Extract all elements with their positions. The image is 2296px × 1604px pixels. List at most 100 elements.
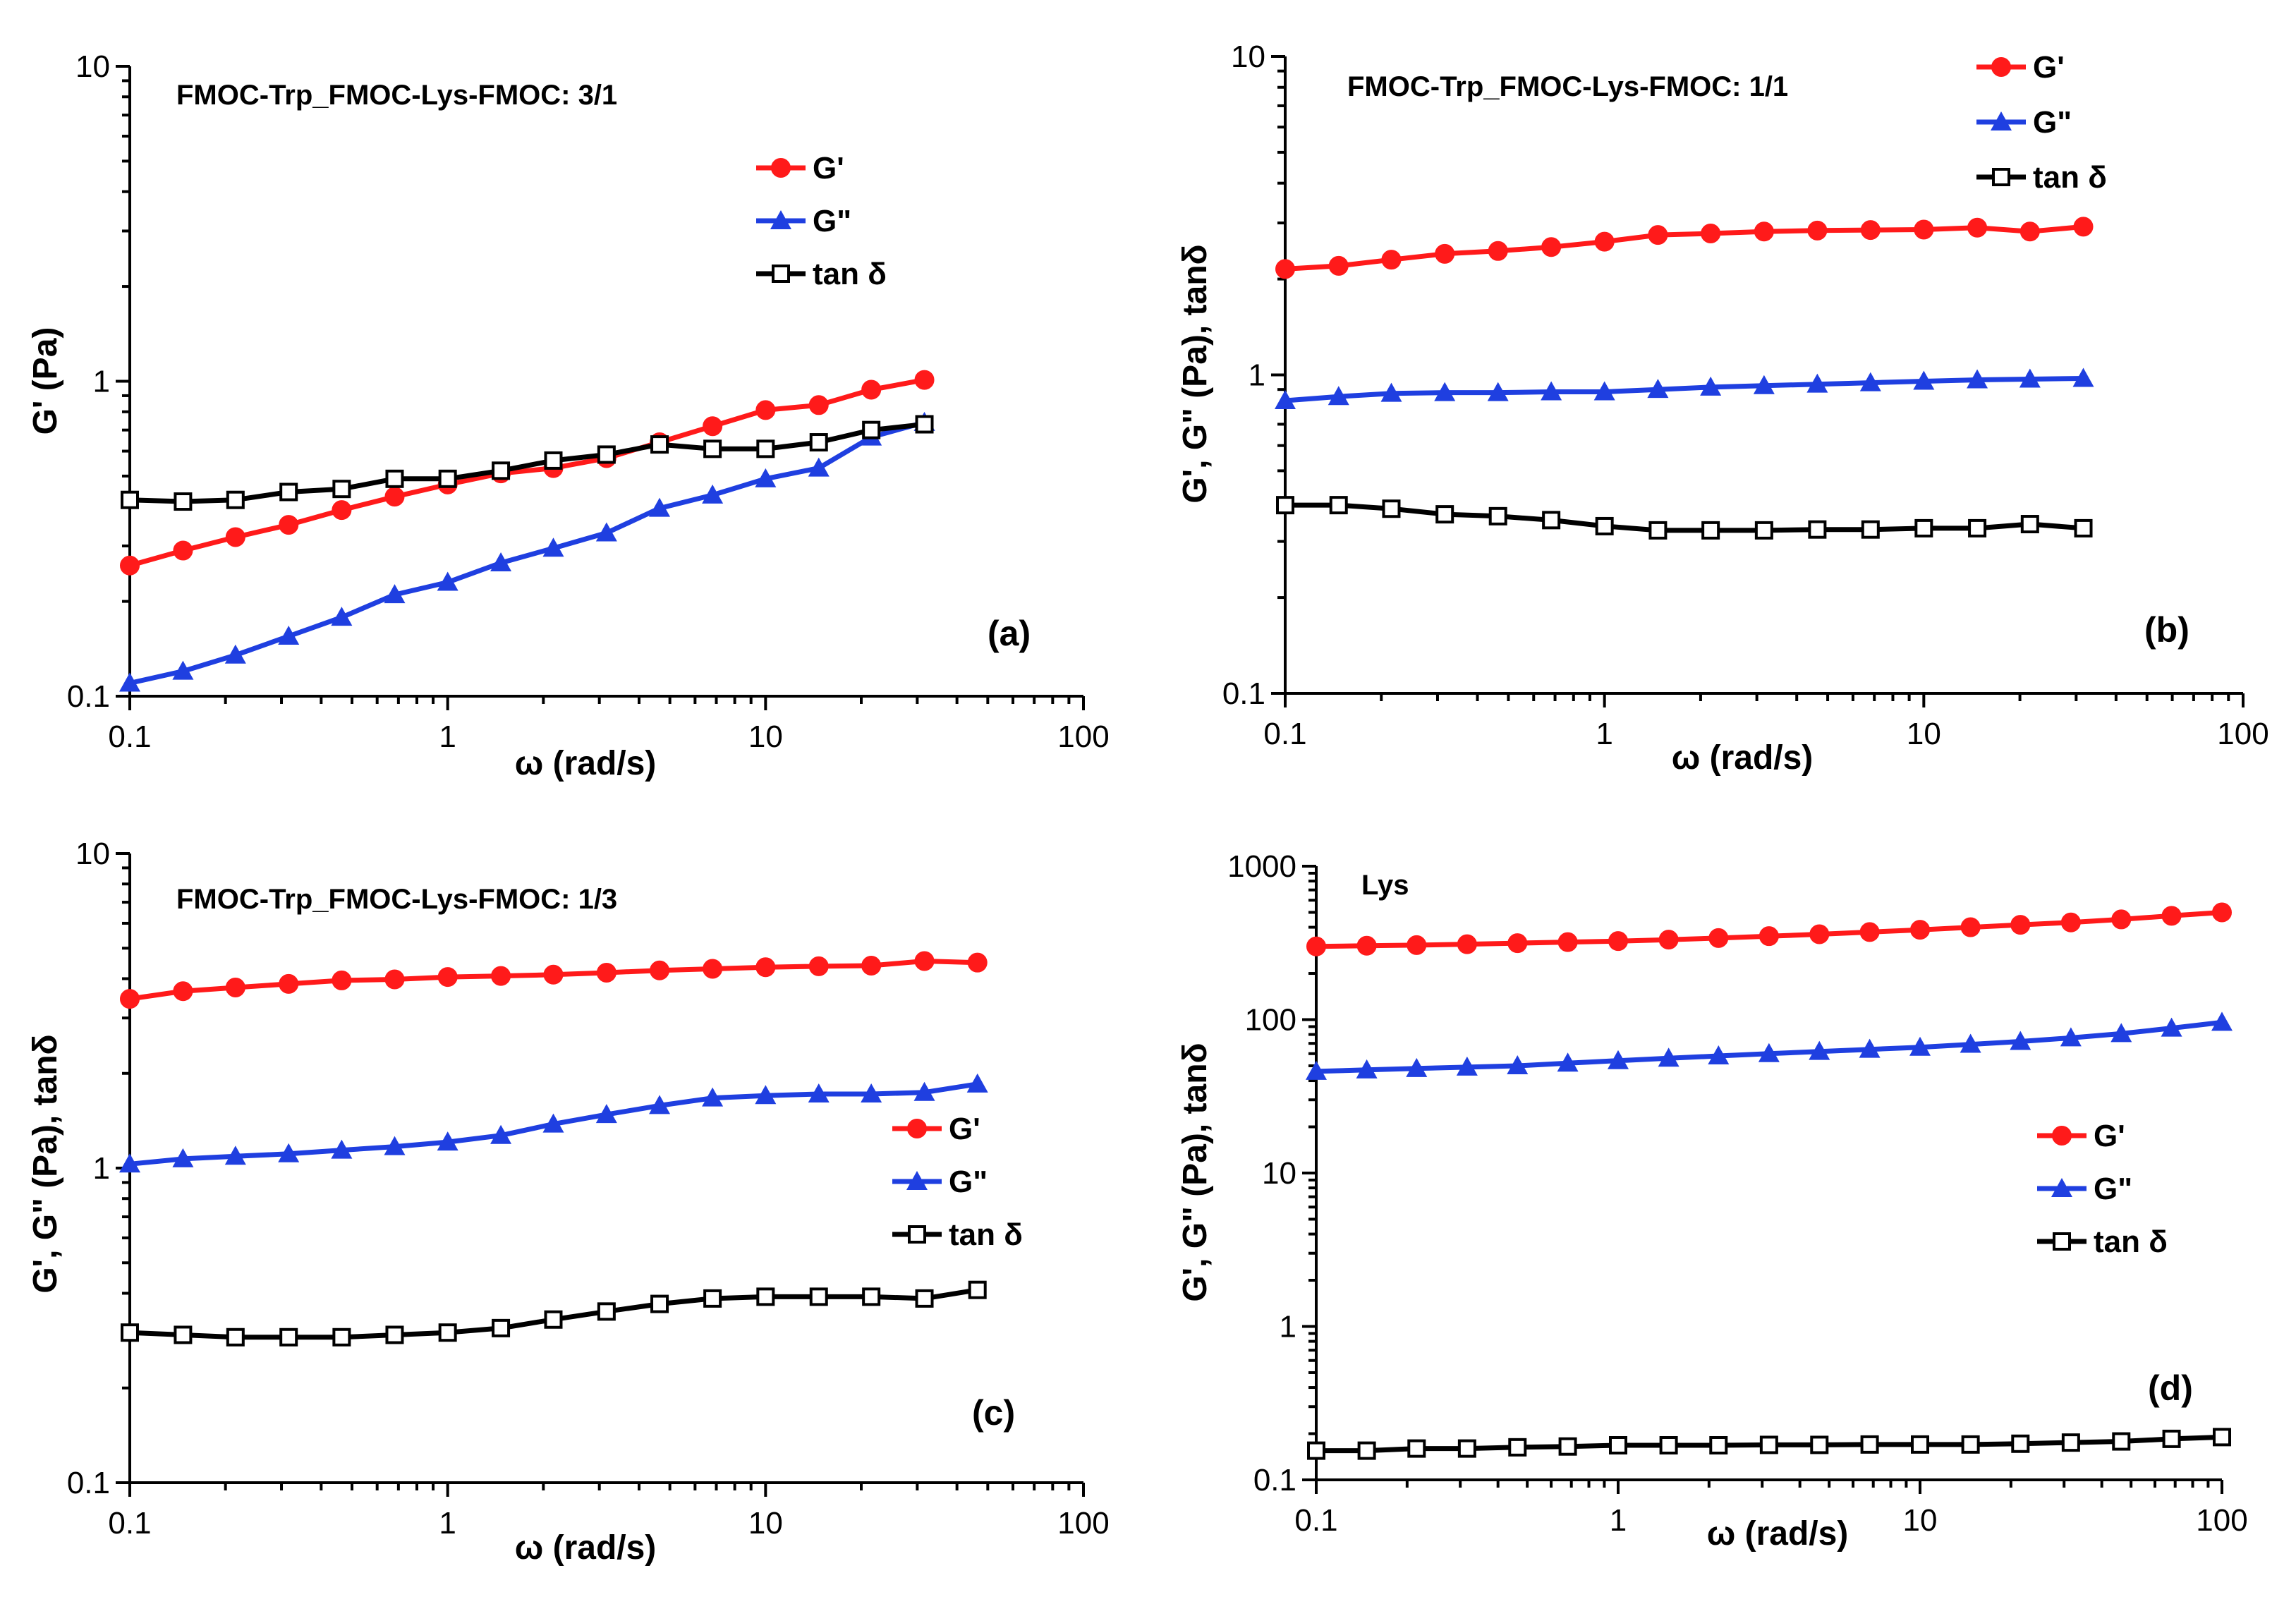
- y-tick-label: 1: [93, 365, 110, 399]
- data-point: [119, 1153, 140, 1173]
- data-point: [703, 439, 722, 458]
- data-point: [2073, 217, 2094, 237]
- data-point: [808, 457, 830, 477]
- chart-title: FMOC-Trp_FMOC-Lys-FMOC: 1/3: [176, 884, 617, 915]
- y-tick-label: 0.1: [1253, 1463, 1296, 1497]
- legend-marker: [772, 265, 790, 283]
- series-tan-delta: [121, 1280, 987, 1347]
- data-point: [755, 400, 776, 420]
- data-point: [1508, 1438, 1527, 1457]
- data-point: [1861, 520, 1880, 539]
- data-point: [650, 1294, 669, 1313]
- x-axis-title: ω (rad/s): [1672, 739, 1814, 777]
- data-point: [2010, 1031, 2031, 1050]
- data-point: [1960, 917, 1981, 937]
- data-point: [1708, 1045, 1730, 1064]
- data-point: [2020, 515, 2039, 534]
- x-tick-label: 1: [439, 1506, 456, 1541]
- data-point: [1859, 1038, 1881, 1058]
- data-point: [913, 1081, 935, 1101]
- legend-label: G": [2033, 105, 2072, 140]
- data-point: [1488, 241, 1508, 261]
- data-point: [808, 395, 829, 415]
- data-point: [1968, 518, 1987, 537]
- legend-marker: [1991, 57, 2011, 77]
- data-point: [1914, 219, 1934, 240]
- y-tick-label: 0.1: [67, 1466, 110, 1500]
- data-point: [2010, 915, 2031, 935]
- data-point: [1357, 1441, 1376, 1460]
- data-point: [2110, 1023, 2132, 1043]
- data-point: [702, 484, 724, 504]
- data-point: [1658, 1047, 1680, 1067]
- legend-marker: [2052, 1126, 2072, 1146]
- data-point: [1557, 932, 1578, 952]
- data-point: [331, 1139, 353, 1159]
- data-point: [2211, 1011, 2233, 1031]
- data-point: [542, 1113, 564, 1133]
- y-axis-title: G', G" (Pa), tanδ: [1177, 244, 1214, 503]
- series-line: [1284, 224, 2084, 272]
- legend-label: G": [2094, 1172, 2132, 1206]
- data-point: [1407, 935, 1427, 955]
- data-point: [649, 497, 671, 517]
- data-point: [597, 445, 616, 464]
- data-point: [1648, 225, 1668, 245]
- data-point: [384, 584, 406, 604]
- data-point: [1275, 390, 1296, 410]
- legend-entry: G': [2037, 1119, 2125, 1153]
- x-tick-label: 1: [1596, 717, 1612, 751]
- data-point: [1356, 935, 1377, 956]
- data-point: [490, 552, 512, 572]
- legend-entry: tan δ: [756, 257, 887, 291]
- data-point: [2074, 518, 2093, 537]
- series-g-prime: [120, 951, 988, 1009]
- data-point: [2111, 909, 2132, 930]
- data-point: [1967, 217, 1988, 238]
- x-tick-label: 10: [1903, 1503, 1938, 1538]
- data-point: [224, 1146, 246, 1165]
- data-point: [1700, 376, 1722, 396]
- data-point: [1860, 1435, 1879, 1454]
- x-tick-label: 10: [1907, 717, 1941, 751]
- data-point: [1860, 220, 1881, 241]
- data-point: [1608, 931, 1628, 952]
- data-point: [492, 461, 511, 480]
- data-point: [2161, 1017, 2182, 1037]
- data-point: [492, 1318, 511, 1337]
- data-point: [649, 1095, 671, 1114]
- legend-marker: [908, 1225, 926, 1244]
- data-point: [703, 1289, 722, 1308]
- data-point: [2213, 1428, 2231, 1447]
- data-point: [1457, 934, 1477, 954]
- data-point: [1658, 930, 1679, 950]
- data-point: [1328, 386, 1349, 406]
- data-point: [1306, 1060, 1327, 1080]
- x-axis-title: ω (rad/s): [1707, 1515, 1849, 1553]
- y-tick-label: 10: [75, 837, 110, 871]
- series-g-double-prime: [119, 411, 935, 692]
- data-point: [1507, 1055, 1529, 1074]
- data-point: [490, 1124, 512, 1144]
- data-point: [174, 1325, 193, 1344]
- data-point: [1507, 933, 1528, 954]
- legend-entry: G': [756, 151, 844, 186]
- data-point: [1457, 1439, 1476, 1458]
- data-point: [1759, 926, 1779, 947]
- data-point: [2112, 1432, 2131, 1451]
- data-point: [2011, 1434, 2030, 1453]
- series-g-double-prime: [1306, 1011, 2233, 1080]
- data-point: [1913, 370, 1935, 390]
- legend-marker: [2053, 1232, 2071, 1251]
- data-point: [914, 951, 935, 971]
- series-line: [129, 422, 925, 504]
- data-point: [172, 1148, 194, 1167]
- series-line: [129, 420, 925, 686]
- y-axis-title: G' (Pa): [27, 327, 64, 435]
- data-point: [915, 1289, 934, 1308]
- data-point: [808, 1083, 830, 1102]
- legend-marker: [1991, 111, 2012, 130]
- data-point: [861, 956, 882, 976]
- legend-entry: tan δ: [1976, 160, 2107, 195]
- data-point: [1960, 1033, 1981, 1053]
